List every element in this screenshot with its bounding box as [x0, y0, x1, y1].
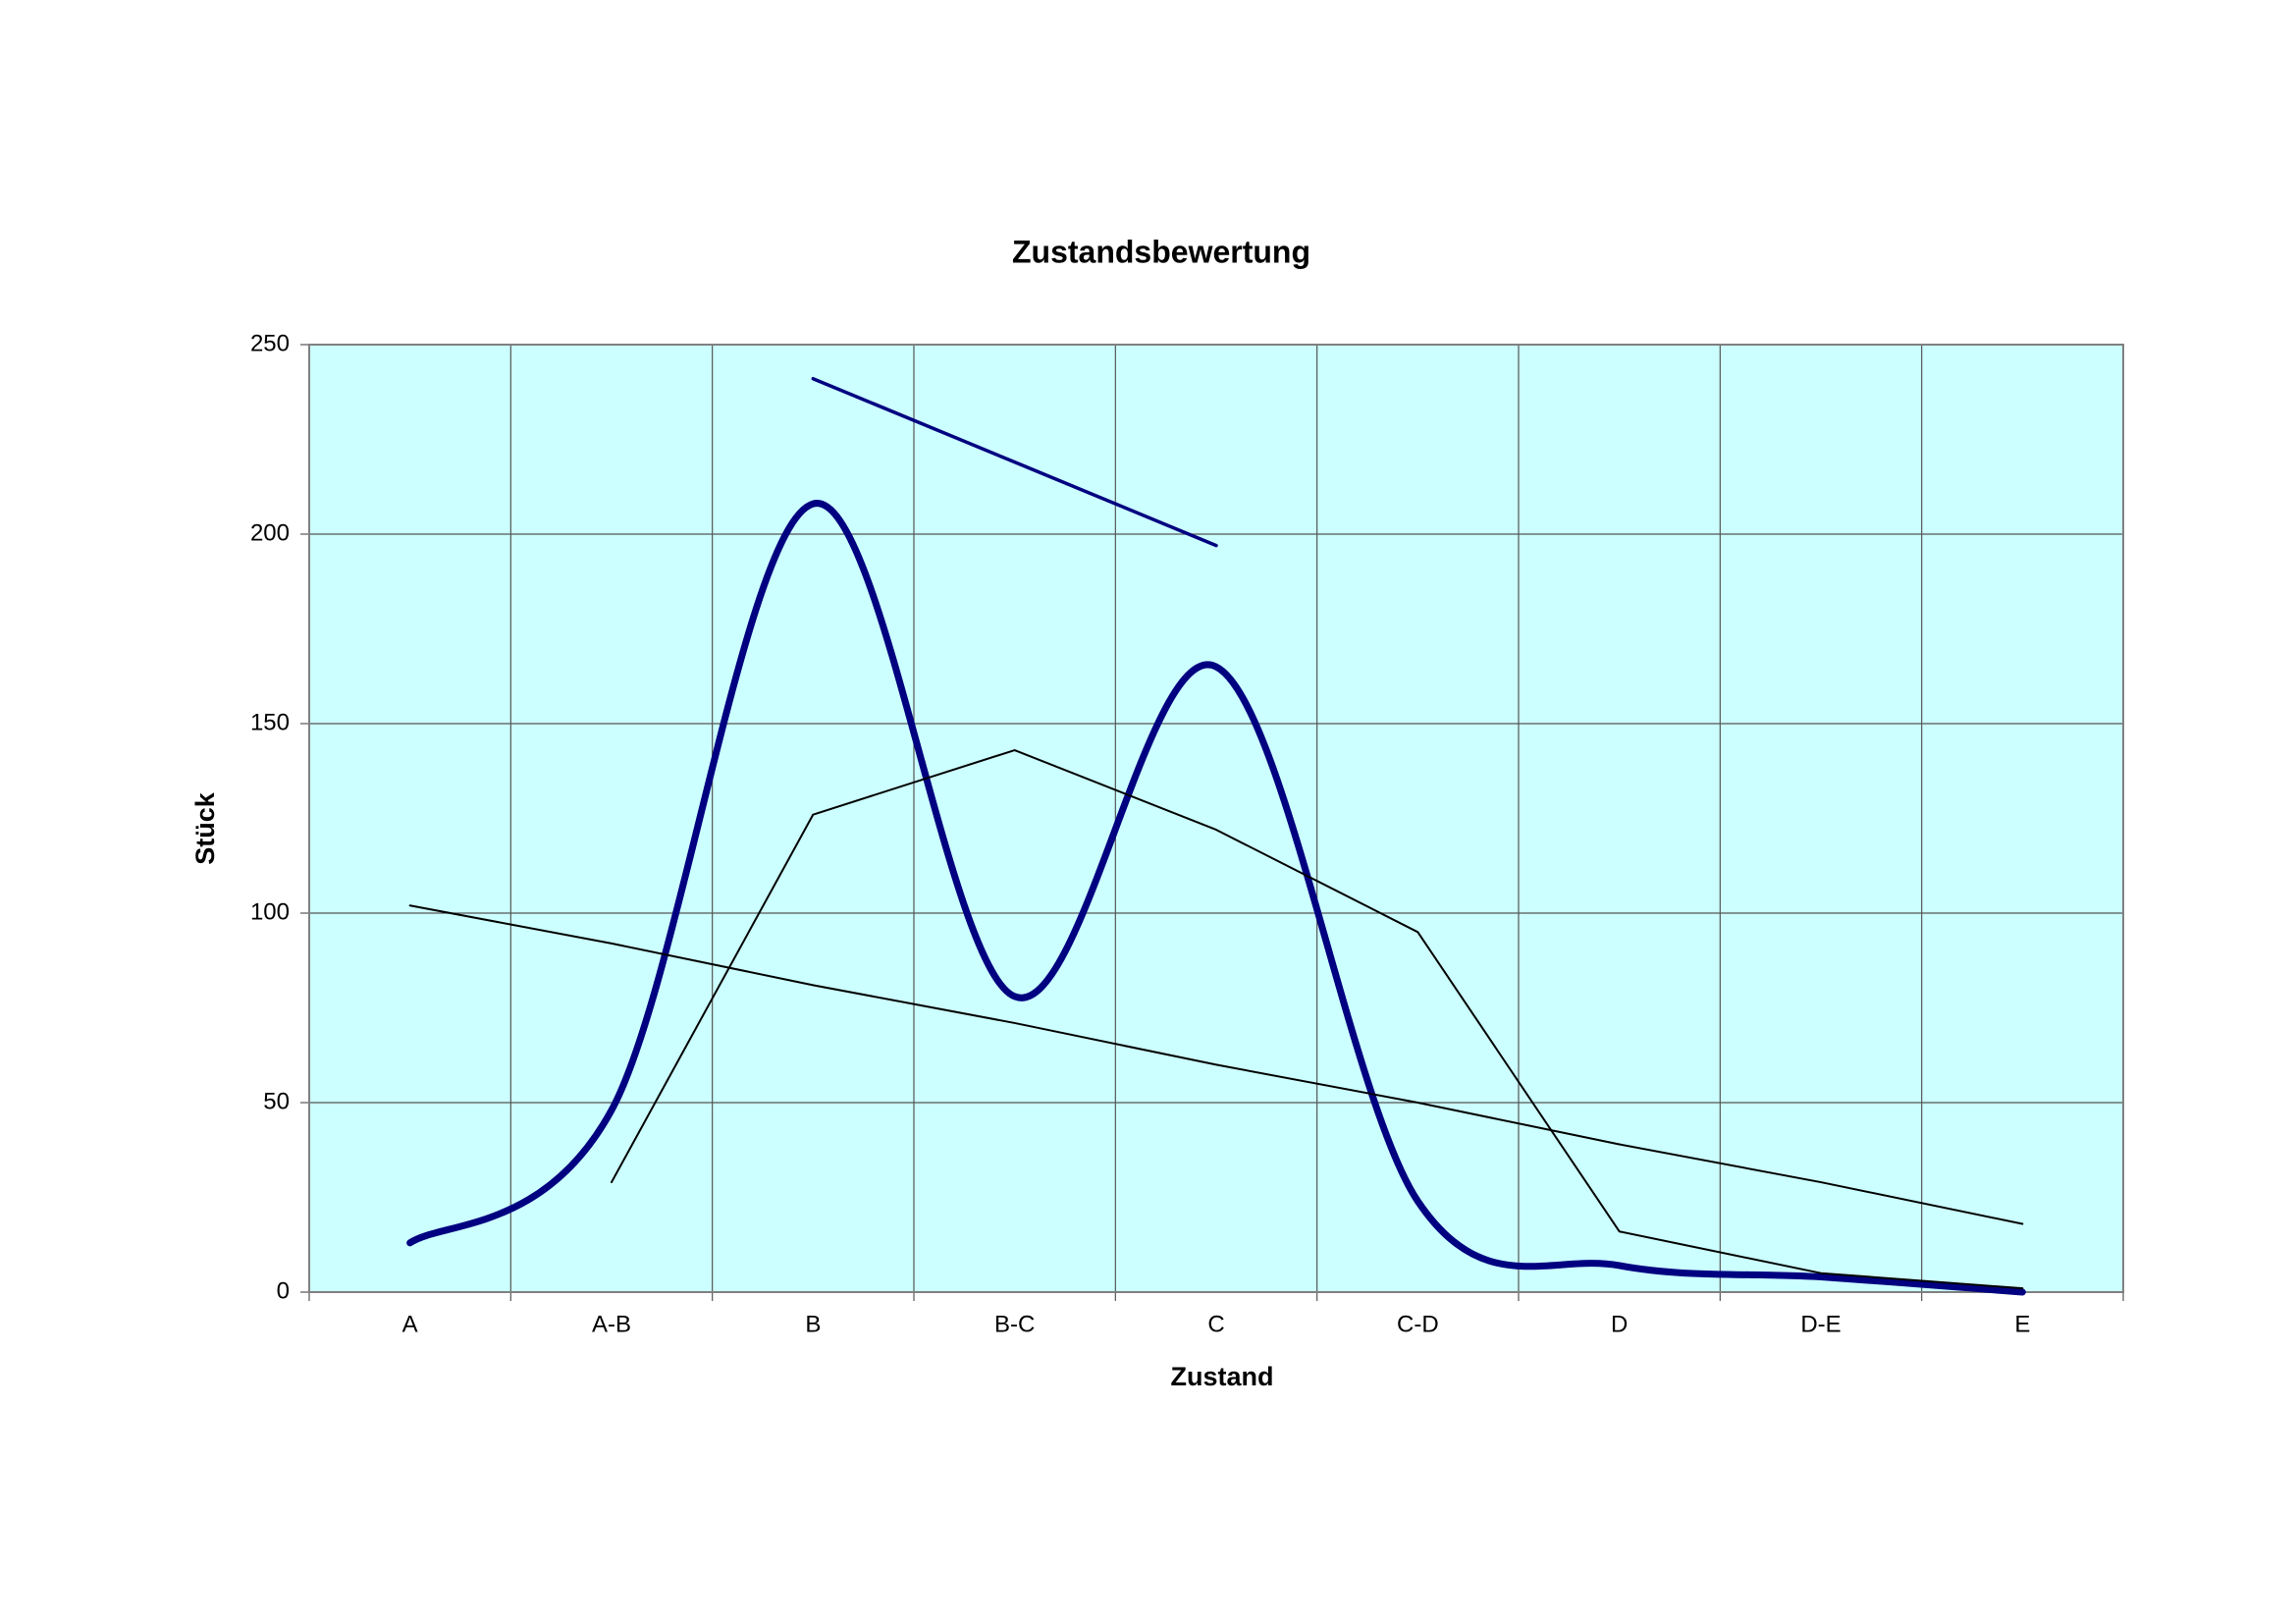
series-line — [611, 749, 2024, 1290]
plot-area — [309, 345, 2123, 1292]
y-tick-label: 100 — [250, 898, 290, 925]
plot-border — [308, 344, 2124, 1293]
x-tick-label: A — [402, 1311, 418, 1337]
x-tick-label: C — [1207, 1311, 1224, 1337]
y-tick-label: 200 — [250, 519, 290, 546]
y-tick-label: 50 — [263, 1088, 290, 1114]
y-tick-label: 0 — [277, 1277, 290, 1304]
x-tick-label: E — [2014, 1311, 2030, 1337]
x-tick-label: B-C — [994, 1311, 1035, 1337]
x-tick-label: C-D — [1397, 1311, 1439, 1337]
x-tick-label: A-B — [592, 1311, 631, 1337]
series-line — [406, 500, 2026, 1296]
series-line — [811, 376, 1218, 548]
x-tick-label: D-E — [1800, 1311, 1841, 1337]
y-axis-label: Stück — [190, 791, 220, 865]
y-tick-label: 250 — [250, 330, 290, 356]
x-tick-label: B — [805, 1311, 821, 1337]
chart-title: Zustandsbewertung — [1012, 234, 1310, 269]
x-tick-label: D — [1611, 1311, 1628, 1337]
x-axis-label: Zustand — [1171, 1362, 1274, 1391]
series-line — [408, 904, 2024, 1225]
y-tick-label: 150 — [250, 709, 290, 735]
